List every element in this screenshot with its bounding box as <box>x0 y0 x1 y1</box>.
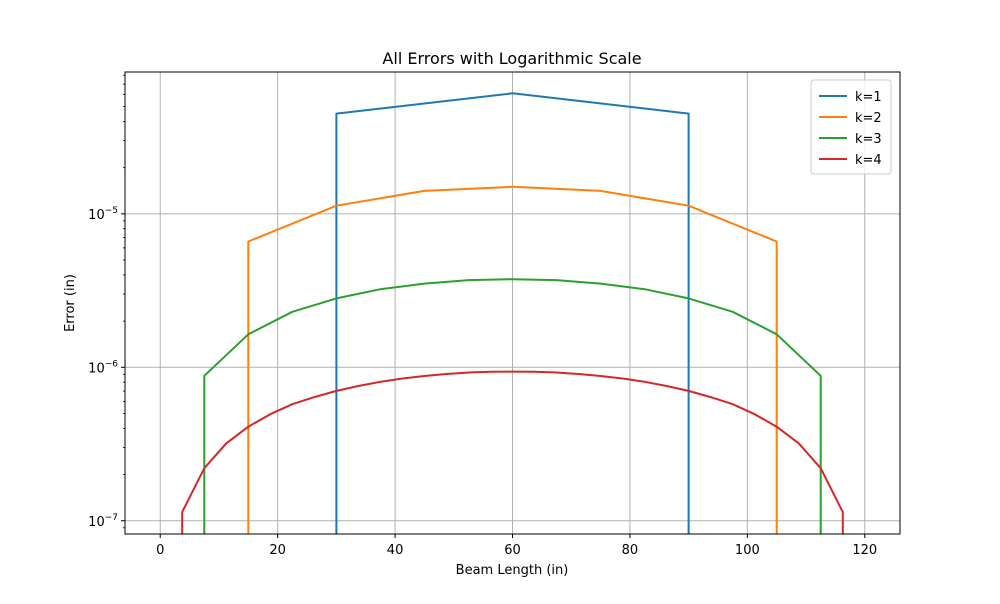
x-tick-label: 60 <box>504 543 521 558</box>
series-group <box>181 92 844 534</box>
series-line-k3 <box>203 278 822 534</box>
legend-box <box>810 79 892 175</box>
series-line-k1 <box>335 92 690 534</box>
legend: k=1 k=2 k=3 k=4 <box>810 79 892 175</box>
grid <box>125 72 900 534</box>
y-tick-label: 10−7 <box>88 513 118 530</box>
x-tick-label: 40 <box>387 543 404 558</box>
series-line-k4 <box>181 370 844 534</box>
legend-label: k=2 <box>855 111 882 126</box>
legend-label: k=3 <box>855 132 882 147</box>
y-tick-label: 10−6 <box>88 359 118 376</box>
series-line-k2 <box>247 185 778 534</box>
x-tick-label: 120 <box>852 543 877 558</box>
x-axis-label: Beam Length (in) <box>456 563 569 578</box>
chart-title: All Errors with Logarithmic Scale <box>382 49 641 68</box>
x-tick-label: 20 <box>269 543 286 558</box>
x-tick-label: 100 <box>735 543 760 558</box>
y-tick-label: 10−5 <box>88 206 118 223</box>
axis-ticks: 0 20 40 60 80 100 120 10−7 10−6 10−5 <box>88 74 877 558</box>
legend-label: k=1 <box>855 90 882 105</box>
x-tick-label: 80 <box>622 543 639 558</box>
y-axis-label: Error (in) <box>63 274 78 332</box>
legend-label: k=4 <box>855 153 882 168</box>
x-tick-label: 0 <box>156 543 164 558</box>
